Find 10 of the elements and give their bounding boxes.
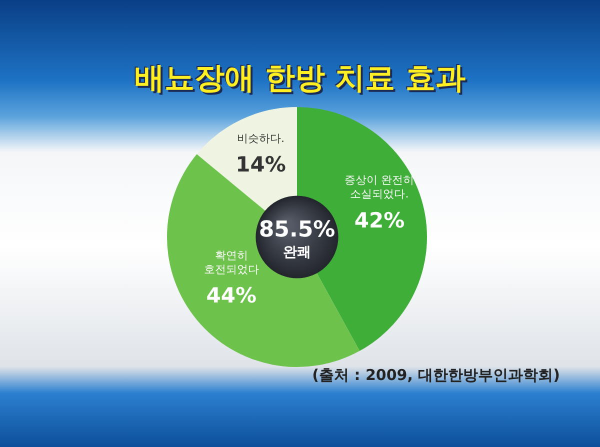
data-label: 14% (236, 152, 286, 176)
slice-label: 확연히 호전되었다 (204, 249, 259, 276)
slice-label: 증상이 완전히 소실되었다. (344, 174, 414, 201)
chart-title: 배뇨장애 한방 치료 효과 (133, 60, 467, 98)
text: 85.5% (258, 218, 336, 243)
data-label: 42% (354, 208, 405, 232)
slice-label: 비슷하다. (236, 132, 284, 145)
text: 완쾌 (283, 244, 311, 261)
text: (출처 : 2009, 대한한방부인과학회) (312, 366, 560, 385)
data-label: 44% (206, 284, 257, 308)
